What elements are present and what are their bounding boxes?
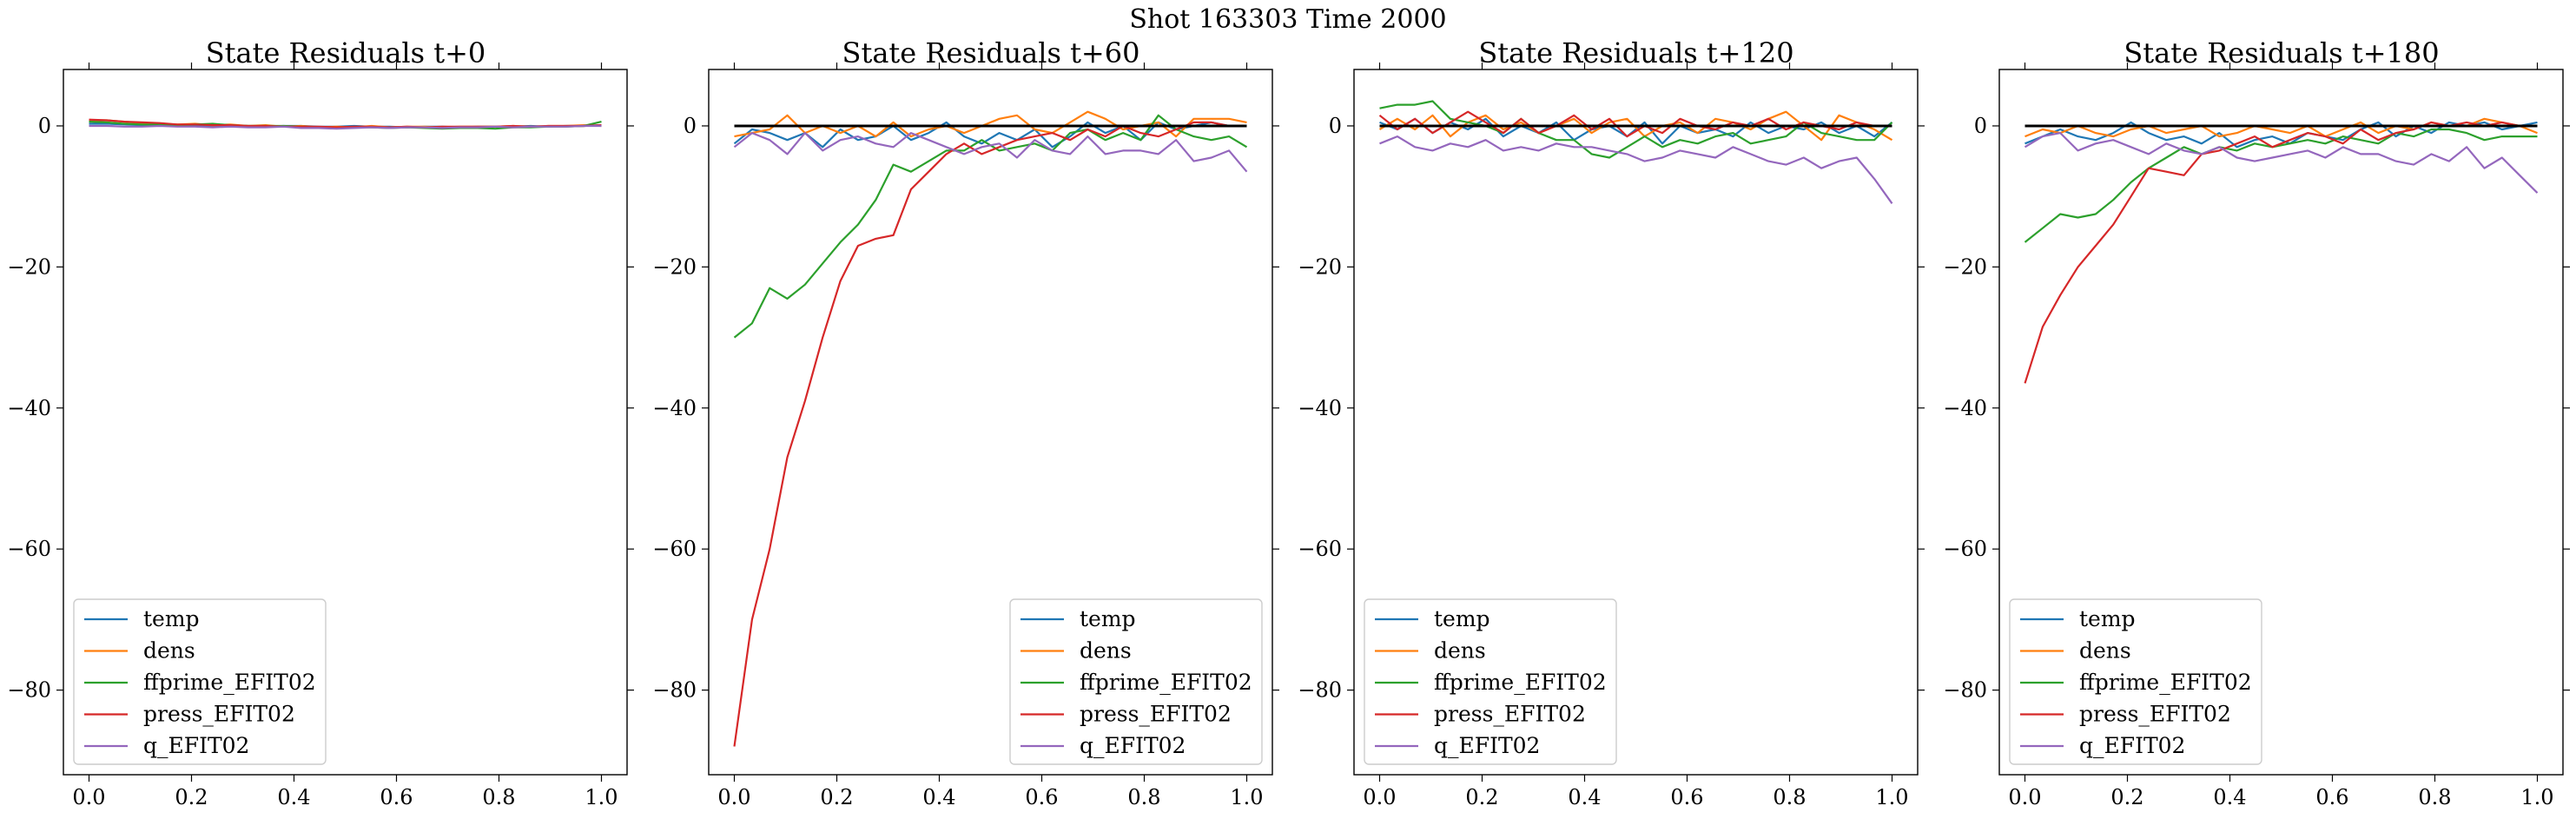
series-line-q-efit02 (89, 124, 602, 130)
x-tick-label: 0.2 (820, 785, 853, 809)
legend-label: dens (143, 638, 195, 664)
y-tick-label: −40 (652, 396, 697, 420)
series-line-dens (2024, 117, 2538, 138)
series-line-press-efit02 (733, 121, 1247, 747)
x-tick-label: 0.0 (2008, 785, 2041, 809)
legend-label: q_EFIT02 (1080, 733, 1186, 758)
axes-frame (1353, 69, 1919, 776)
x-tick-label: 0.6 (2315, 785, 2348, 809)
y-tick-label: −80 (1298, 678, 1342, 703)
series-line-temp (2024, 121, 2538, 149)
legend-label: ffprime_EFIT02 (143, 670, 316, 695)
y-tick-label: −40 (7, 396, 51, 420)
y-tick-label: −60 (652, 537, 697, 561)
y-tick-label: 0 (1329, 114, 1342, 138)
legend-label: dens (1080, 638, 1132, 664)
y-tick-label: 0 (1974, 114, 1987, 138)
series-line-press-efit02 (2024, 121, 2538, 384)
legend-label: ffprime_EFIT02 (1434, 670, 1607, 695)
legend-label: ffprime_EFIT02 (1080, 670, 1252, 695)
subplot-t120: State Residuals t+120 0.0 0.2 0.4 0.6 0.8 1.0… (1298, 36, 1925, 809)
legend-label: press_EFIT02 (1080, 702, 1232, 727)
legend-label: dens (2079, 638, 2131, 664)
y-tick-label: 0 (38, 114, 51, 138)
subplot-title: State Residuals t+120 (1478, 36, 1793, 69)
legend-box (1364, 598, 1617, 765)
y-tick-label: −20 (1298, 254, 1342, 279)
series-line-ffprime-efit02 (733, 114, 1248, 339)
x-tick-label: 0.2 (1465, 785, 1498, 809)
x-tick-label: 0.4 (2213, 785, 2246, 809)
x-tick-label: 0.8 (1773, 785, 1806, 809)
y-tick-label: −80 (652, 678, 697, 703)
x-tick-label: 0.6 (1025, 785, 1058, 809)
legend-label: q_EFIT02 (2079, 733, 2185, 758)
legend-label: dens (1434, 638, 1486, 664)
figure-title: Shot 163303 Time 2000 (1129, 4, 1446, 35)
x-tick-label: 0.4 (277, 785, 310, 809)
legend-label: temp (1080, 606, 1136, 631)
x-tick-label: 0.6 (1670, 785, 1703, 809)
x-tick-label: 1.0 (1875, 785, 1908, 809)
series-line-q-efit02 (733, 132, 1248, 173)
legend-label: temp (2079, 606, 2136, 631)
legend-label: press_EFIT02 (1434, 702, 1586, 727)
x-tick-label: 1.0 (2520, 785, 2553, 809)
y-tick-label: −20 (7, 254, 51, 279)
x-tick-label: 0.2 (175, 785, 208, 809)
x-tick-label: 0.2 (2110, 785, 2143, 809)
x-tick-label: 0.8 (482, 785, 515, 809)
x-tick-label: 0.4 (922, 785, 955, 809)
legend-label: ffprime_EFIT02 (2079, 670, 2252, 695)
subplot-t180: State Residuals t+180 0.0 0.2 0.4 0.6 0.8 1.0… (1943, 36, 2570, 809)
y-tick-label: −60 (1943, 537, 1987, 561)
y-tick-label: −80 (7, 678, 51, 703)
x-tick-label: 1.0 (585, 785, 618, 809)
series-line-q-efit02 (1379, 135, 1893, 204)
subplot-title: State Residuals t+60 (842, 36, 1140, 69)
x-tick-label: 0.8 (2418, 785, 2451, 809)
y-tick-label: 0 (684, 114, 697, 138)
x-tick-label: 0.8 (1127, 785, 1160, 809)
legend-label: q_EFIT02 (1434, 733, 1540, 758)
x-tick-label: 0.0 (1363, 785, 1396, 809)
axes-frame (708, 69, 1273, 776)
series-line-ffprime-efit02 (2024, 128, 2538, 243)
y-tick-label: −80 (1943, 678, 1987, 703)
legend-label: temp (1434, 606, 1490, 631)
series-line-ffprime-efit02 (1379, 100, 1893, 159)
subplot-title: State Residuals t+180 (2124, 36, 2439, 69)
y-tick-label: −40 (1943, 396, 1987, 420)
subplot-t0: State Residuals t+0 0.0 0.2 0.4 0.6 0.8 1.0 0 −… (7, 36, 634, 809)
y-tick-label: −40 (1298, 396, 1342, 420)
axes-frame (63, 69, 628, 776)
y-tick-label: −60 (7, 537, 51, 561)
subplot-title: State Residuals t+0 (206, 36, 486, 69)
x-tick-label: 0.0 (72, 785, 105, 809)
legend-label: q_EFIT02 (143, 733, 249, 758)
y-tick-label: −20 (652, 254, 697, 279)
series-line-q-efit02 (2024, 132, 2539, 194)
y-tick-label: −60 (1298, 537, 1342, 561)
legend-box (1009, 598, 1263, 765)
x-tick-label: 1.0 (1230, 785, 1263, 809)
legend-label: temp (143, 606, 200, 631)
y-tick-label: −20 (1943, 254, 1987, 279)
legend-box (2009, 598, 2262, 765)
axes-frame (1998, 69, 2564, 776)
x-tick-label: 0.0 (717, 785, 750, 809)
series-line-press-efit02 (1378, 110, 1892, 138)
x-tick-label: 0.4 (1568, 785, 1601, 809)
legend-label: press_EFIT02 (2079, 702, 2231, 727)
legend-label: press_EFIT02 (143, 702, 295, 727)
x-tick-label: 0.6 (380, 785, 413, 809)
legend-box (73, 598, 327, 765)
subplot-t60: State Residuals t+60 0.0 0.2 0.4 0.6 0.8 1.0 0… (652, 36, 1279, 809)
series-line-press-efit02 (89, 118, 602, 129)
